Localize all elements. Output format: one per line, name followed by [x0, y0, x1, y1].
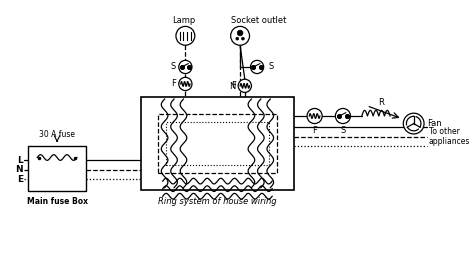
- Text: Fan: Fan: [427, 119, 441, 128]
- Circle shape: [236, 37, 239, 40]
- Circle shape: [179, 77, 192, 90]
- Circle shape: [403, 113, 424, 134]
- Bar: [28, 146, 86, 190]
- Text: L: L: [18, 156, 23, 165]
- Circle shape: [231, 26, 249, 45]
- Circle shape: [250, 60, 264, 74]
- Text: Ring system of house wiring: Ring system of house wiring: [158, 197, 277, 206]
- Circle shape: [237, 30, 243, 36]
- Text: S: S: [171, 63, 176, 72]
- Text: F: F: [312, 126, 317, 135]
- Text: N: N: [16, 165, 23, 174]
- Text: To other
appliances: To other appliances: [429, 127, 470, 147]
- Text: Lamp: Lamp: [172, 15, 195, 24]
- Circle shape: [238, 79, 251, 92]
- Bar: [165, 122, 269, 165]
- Circle shape: [179, 60, 192, 74]
- Circle shape: [336, 109, 350, 124]
- Bar: [158, 114, 277, 173]
- Text: S: S: [340, 126, 346, 135]
- Text: 30 A fuse: 30 A fuse: [39, 130, 75, 139]
- Bar: [141, 97, 294, 190]
- Text: E: E: [17, 175, 23, 184]
- Text: F: F: [171, 80, 175, 88]
- Circle shape: [176, 26, 195, 45]
- Text: Main fuse Box: Main fuse Box: [27, 197, 88, 206]
- Circle shape: [241, 37, 244, 40]
- Text: Socket outlet: Socket outlet: [231, 15, 287, 24]
- Text: N: N: [229, 82, 236, 92]
- Text: E: E: [240, 82, 246, 92]
- Text: R: R: [378, 98, 383, 107]
- Text: S: S: [268, 63, 273, 72]
- Circle shape: [307, 109, 322, 124]
- Text: F: F: [231, 81, 236, 90]
